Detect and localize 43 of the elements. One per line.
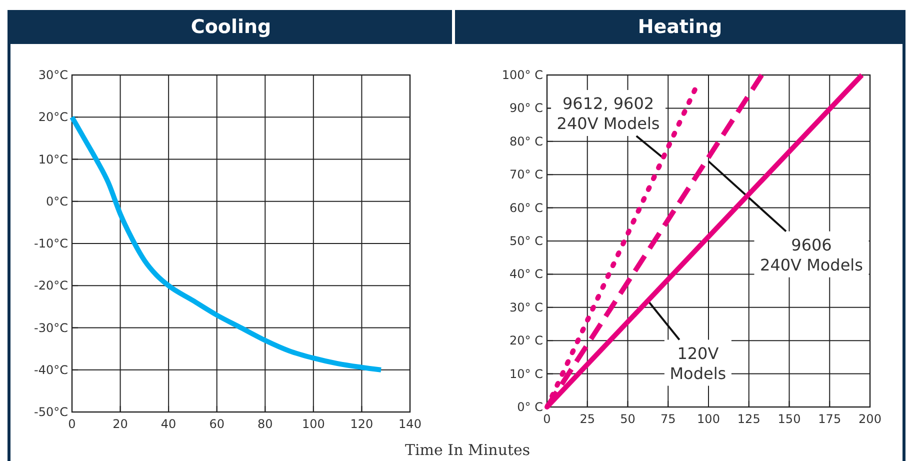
y-tick-label: 20°C bbox=[38, 110, 68, 124]
x-tick-label: 75 bbox=[660, 412, 676, 426]
y-tick-label: -30°C bbox=[34, 320, 68, 335]
annotation: 9606 240V Models bbox=[760, 235, 863, 274]
x-tick-label: 60 bbox=[209, 417, 224, 431]
y-tick-label: 20° C bbox=[510, 334, 543, 348]
y-tick-label: 50° C bbox=[510, 234, 543, 248]
y-tick-label: 100° C bbox=[502, 68, 543, 82]
x-axis-title: Time In Minutes bbox=[405, 441, 530, 459]
x-tick-label: 40 bbox=[160, 417, 176, 431]
x-tick-label: 150 bbox=[778, 412, 801, 426]
x-tick-label: 80 bbox=[258, 417, 273, 431]
x-tick-label: 25 bbox=[580, 412, 596, 426]
y-tick-label: -50°C bbox=[34, 405, 68, 419]
x-tick-label: 20 bbox=[112, 417, 128, 431]
y-tick-label: 10° C bbox=[510, 366, 543, 381]
x-tick-label: 200 bbox=[858, 412, 882, 426]
y-tick-label: 0°C bbox=[46, 194, 68, 208]
x-tick-label: 140 bbox=[398, 417, 422, 431]
y-tick-label: 80° C bbox=[510, 134, 543, 148]
y-tick-label: -20°C bbox=[34, 278, 68, 293]
x-tick-label: 0 bbox=[543, 412, 551, 426]
x-tick-label: 50 bbox=[620, 412, 636, 426]
y-tick-label: -10°C bbox=[34, 236, 68, 250]
chart-title: Heating bbox=[638, 16, 722, 38]
y-tick-label: 60° C bbox=[510, 200, 543, 215]
x-tick-label: 0 bbox=[68, 417, 76, 431]
x-tick-label: 100 bbox=[302, 417, 325, 431]
annotation: 9612, 9602 240V Models bbox=[556, 94, 660, 133]
x-tick-label: 100 bbox=[697, 412, 720, 426]
y-tick-label: 70° C bbox=[510, 168, 543, 182]
annotation: 120V Models bbox=[670, 344, 726, 383]
y-tick-label: 90° C bbox=[510, 101, 543, 116]
x-tick-label: 120 bbox=[350, 417, 374, 431]
y-tick-label: 30° C bbox=[510, 300, 543, 314]
y-tick-label: -40°C bbox=[34, 362, 68, 377]
y-tick-label: 30°C bbox=[38, 68, 68, 82]
y-tick-label: 10°C bbox=[38, 152, 68, 166]
y-tick-label: 40° C bbox=[510, 267, 543, 282]
x-tick-label: 175 bbox=[818, 412, 842, 426]
x-tick-label: 125 bbox=[737, 412, 760, 426]
chart-title: Cooling bbox=[190, 16, 272, 38]
y-tick-label: 0° C bbox=[517, 400, 543, 414]
